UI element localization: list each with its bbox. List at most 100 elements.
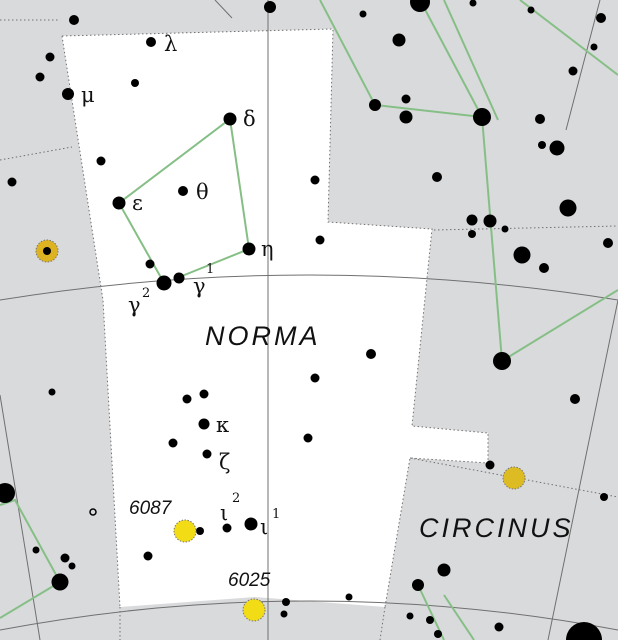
open-cluster-ngc6087: [173, 519, 197, 543]
star-iota2: [222, 523, 232, 533]
star-labels: λ μ δ θ ε η γ 1 γ 2 κ ζ ι 2 ι 1: [81, 32, 280, 539]
star: [483, 214, 497, 228]
star: [527, 6, 535, 14]
star: [549, 140, 565, 156]
star: [199, 389, 209, 399]
norma-boundary-area: [62, 29, 488, 607]
star: [196, 527, 204, 535]
star: [485, 460, 495, 470]
star: [60, 553, 70, 563]
star: [48, 388, 56, 396]
open-cluster-ngc6025: [242, 598, 266, 622]
star-iota1: [244, 517, 258, 531]
star: [590, 43, 598, 51]
star: [466, 214, 478, 226]
star: [145, 259, 155, 269]
star-in-cluster: [43, 247, 51, 255]
star-gamma2: [156, 275, 172, 291]
star: [426, 616, 434, 624]
label-gamma2-sup: 2: [142, 286, 150, 301]
star: [437, 563, 451, 577]
label-delta: δ: [243, 107, 256, 131]
constellation-name-circinus: CIRCINUS: [419, 513, 574, 543]
star-epsilon: [112, 196, 126, 210]
star: [51, 573, 69, 591]
star: [603, 238, 613, 248]
star-zeta: [202, 449, 212, 459]
star: [32, 546, 40, 554]
label-lambda: λ: [164, 32, 177, 56]
label-gamma2: γ: [128, 293, 141, 317]
star: [513, 246, 531, 264]
star: [473, 108, 491, 126]
label-iota1: ι: [260, 515, 268, 539]
star: [392, 33, 406, 47]
star: [469, 0, 477, 7]
star: [412, 579, 424, 591]
star: [7, 177, 17, 187]
star: [406, 612, 414, 620]
label-kappa: κ: [216, 413, 229, 437]
star: [566, 622, 602, 640]
star-theta: [178, 186, 188, 196]
star: [143, 551, 153, 561]
star: [359, 10, 367, 18]
label-iota2: ι: [220, 501, 228, 525]
star: [539, 263, 549, 273]
star: [570, 394, 580, 404]
star: [410, 0, 430, 12]
star: [559, 199, 577, 217]
star-gamma1: [173, 272, 185, 284]
star: [310, 175, 320, 185]
star: [131, 79, 139, 87]
star: [568, 66, 578, 76]
label-ngc6087: 6087: [129, 498, 173, 519]
star: [432, 172, 442, 182]
label-gamma1-sup: 1: [206, 262, 214, 277]
star: [600, 493, 608, 501]
star-kappa: [198, 418, 210, 430]
star-mu: [62, 88, 74, 100]
label-eta: η: [261, 237, 274, 261]
star: [282, 598, 290, 606]
star: [303, 433, 313, 443]
star: [501, 225, 509, 233]
star: [401, 94, 411, 104]
star: [366, 349, 376, 359]
star: [168, 438, 178, 448]
label-zeta: ζ: [219, 450, 230, 474]
star: [264, 1, 276, 13]
star: [538, 141, 546, 149]
star: [369, 99, 381, 111]
label-iota2-sup: 2: [232, 491, 240, 506]
star: [493, 352, 511, 370]
constellation-boundaries: [0, 19, 618, 640]
star: [0, 483, 15, 503]
star: [399, 110, 413, 124]
star: [69, 15, 79, 25]
star: [68, 562, 76, 570]
star: [468, 230, 476, 238]
star: [280, 610, 288, 618]
open-cluster-circinus: [502, 466, 526, 490]
star-delta: [223, 112, 237, 126]
star: [345, 593, 353, 601]
star: [35, 72, 45, 82]
star: [45, 52, 55, 62]
star: [494, 622, 504, 632]
star: [535, 114, 545, 124]
star-eta: [242, 242, 256, 256]
label-ngc6025: 6025: [228, 570, 271, 591]
label-mu: μ: [81, 83, 95, 107]
star: [434, 630, 442, 638]
label-iota1-sup: 1: [272, 507, 280, 522]
star-lambda: [146, 37, 156, 47]
star: [310, 373, 320, 383]
star: [596, 13, 606, 23]
constellation-name-norma: NORMA: [205, 321, 321, 351]
deep-sky-objects: [35, 239, 526, 622]
